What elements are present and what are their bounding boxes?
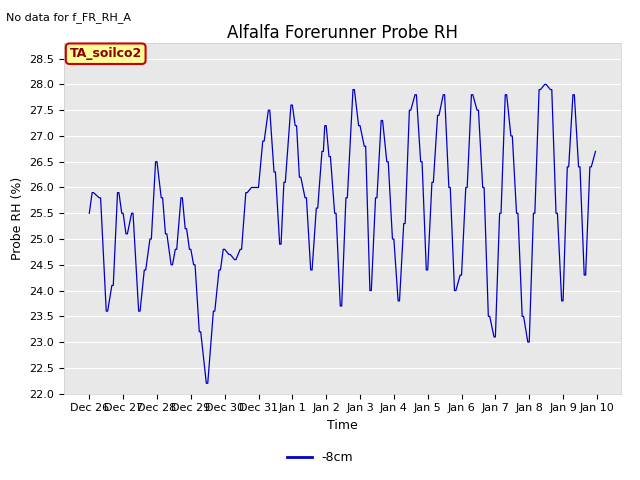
Text: No data for f_FR_RH_A: No data for f_FR_RH_A — [6, 12, 131, 23]
Title: Alfalfa Forerunner Probe RH: Alfalfa Forerunner Probe RH — [227, 24, 458, 42]
X-axis label: Time: Time — [327, 419, 358, 432]
Legend: -8cm: -8cm — [282, 446, 358, 469]
Text: TA_soilco2: TA_soilco2 — [70, 47, 142, 60]
Y-axis label: Probe RH (%): Probe RH (%) — [11, 177, 24, 260]
